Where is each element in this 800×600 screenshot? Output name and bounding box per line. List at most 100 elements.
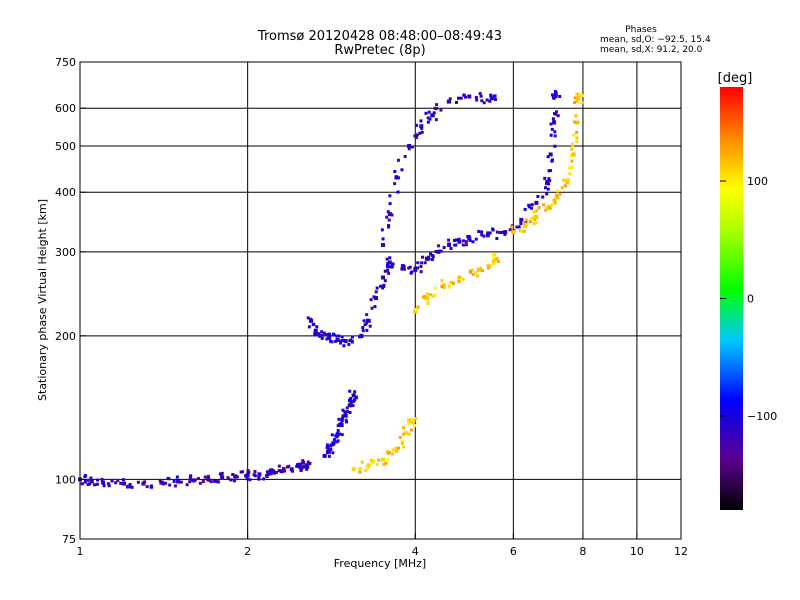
trace-point-scatter: [398, 435, 402, 439]
trace-point-scatter: [329, 339, 333, 343]
trace-point-scatter: [439, 108, 443, 112]
trace-point-scatter: [480, 230, 484, 234]
trace-point-scatter: [340, 433, 344, 437]
trace-point-scatter: [320, 330, 324, 334]
trace-point-scatter: [491, 228, 495, 232]
trace-point-scatter: [382, 462, 386, 466]
colorbar-tick-label: −100: [747, 410, 777, 423]
trace-point-scatter: [89, 476, 93, 480]
trace-point-scatter: [413, 134, 417, 138]
trace-point-scatter: [388, 194, 392, 198]
x-tick-label: 6: [510, 545, 517, 558]
trace-point-scatter: [482, 101, 486, 105]
trace-point-scatter: [463, 95, 467, 99]
trace-point-scatter: [575, 136, 579, 140]
trace-point-scatter: [528, 220, 532, 224]
trace-point-scatter: [390, 262, 394, 266]
trace-point-scatter: [553, 90, 557, 94]
trace-point-scatter: [503, 232, 507, 236]
trace-point-scatter: [114, 481, 118, 485]
plot-frame: [79, 61, 682, 540]
trace-point-scatter: [562, 178, 566, 182]
trace-point-marker: [430, 113, 435, 118]
trace-point: [351, 460, 370, 474]
trace-point-scatter: [388, 256, 392, 260]
trace-point-scatter: [550, 203, 554, 207]
trace-point-scatter: [580, 100, 584, 104]
trace-point-scatter: [349, 397, 353, 401]
trace-point: [386, 256, 404, 271]
trace-point-scatter: [342, 344, 346, 348]
trace-point-scatter: [300, 461, 304, 465]
trace-point-scatter: [553, 202, 557, 206]
trace-point-scatter: [530, 203, 534, 207]
trace-point-marker: [318, 333, 323, 338]
trace-point-scatter: [325, 337, 329, 341]
trace-point-scatter: [391, 452, 395, 456]
trace-point-scatter: [353, 390, 357, 394]
trace-point-scatter: [434, 118, 438, 122]
trace-point-scatter: [498, 230, 502, 234]
trace-point-scatter: [550, 93, 554, 97]
trace-point-scatter: [430, 258, 434, 262]
trace-point-scatter: [447, 283, 451, 287]
trace-point-scatter: [277, 469, 281, 473]
trace-point-scatter: [119, 481, 123, 485]
trace-point: [447, 237, 461, 251]
trace-point-scatter: [547, 177, 551, 181]
trace-point-scatter: [534, 221, 538, 225]
trace-point-scatter: [189, 475, 193, 479]
trace-point-scatter: [100, 477, 104, 481]
trace-point-scatter: [434, 250, 438, 254]
trace-point: [447, 93, 467, 104]
trace-point-marker: [407, 143, 412, 148]
trace-point-scatter: [577, 95, 581, 99]
trace-point-marker: [485, 233, 490, 238]
trace-point-scatter: [420, 130, 424, 134]
trace-point-scatter: [531, 215, 535, 219]
trace-point-scatter: [358, 470, 362, 474]
trace-point-scatter: [372, 295, 376, 299]
trace-point-scatter: [517, 225, 521, 229]
trace-point-scatter: [435, 107, 439, 111]
trace-point-scatter: [440, 278, 444, 282]
y-tick-label: 500: [55, 140, 76, 153]
trace-point-marker: [351, 393, 356, 398]
trace-point-scatter: [409, 271, 413, 275]
trace-point-scatter: [485, 98, 489, 102]
trace-point-scatter: [273, 471, 277, 475]
trace-point-scatter: [447, 285, 451, 289]
trace-point-scatter: [449, 247, 453, 251]
trace-point-scatter: [558, 192, 562, 196]
trace-point-scatter: [495, 236, 499, 240]
trace-point: [343, 335, 362, 347]
trace-point: [534, 182, 551, 205]
trace-point-scatter: [110, 479, 114, 483]
trace-point-scatter: [543, 186, 547, 190]
trace-point-scatter: [536, 194, 540, 198]
trace-point-scatter: [575, 92, 579, 96]
trace-point-scatter: [459, 96, 463, 100]
x-axis-label: Frequency [MHz]: [334, 557, 426, 570]
trace-point-scatter: [216, 480, 220, 484]
trace-point-scatter: [488, 264, 492, 268]
trace-point-scatter: [489, 96, 493, 100]
trace-point-marker: [176, 479, 181, 484]
x-tick-label: 2: [244, 545, 251, 558]
trace-point-marker: [220, 475, 225, 480]
trace-point-scatter: [390, 265, 394, 269]
trace-point: [491, 252, 500, 264]
y-tick-label: 600: [55, 102, 76, 115]
trace-point-scatter: [214, 479, 218, 483]
trace-point: [430, 100, 450, 122]
trace-point-scatter: [407, 418, 411, 422]
trace-point: [467, 92, 489, 105]
trace-point-scatter: [340, 418, 344, 422]
trace-point-scatter: [331, 332, 335, 336]
trace-point-scatter: [474, 271, 478, 275]
trace-point-scatter: [252, 473, 256, 477]
trace-point-scatter: [575, 99, 579, 103]
trace-point-scatter: [435, 103, 439, 107]
trace-point-scatter: [309, 317, 313, 321]
y-tick-label: 750: [55, 56, 76, 69]
